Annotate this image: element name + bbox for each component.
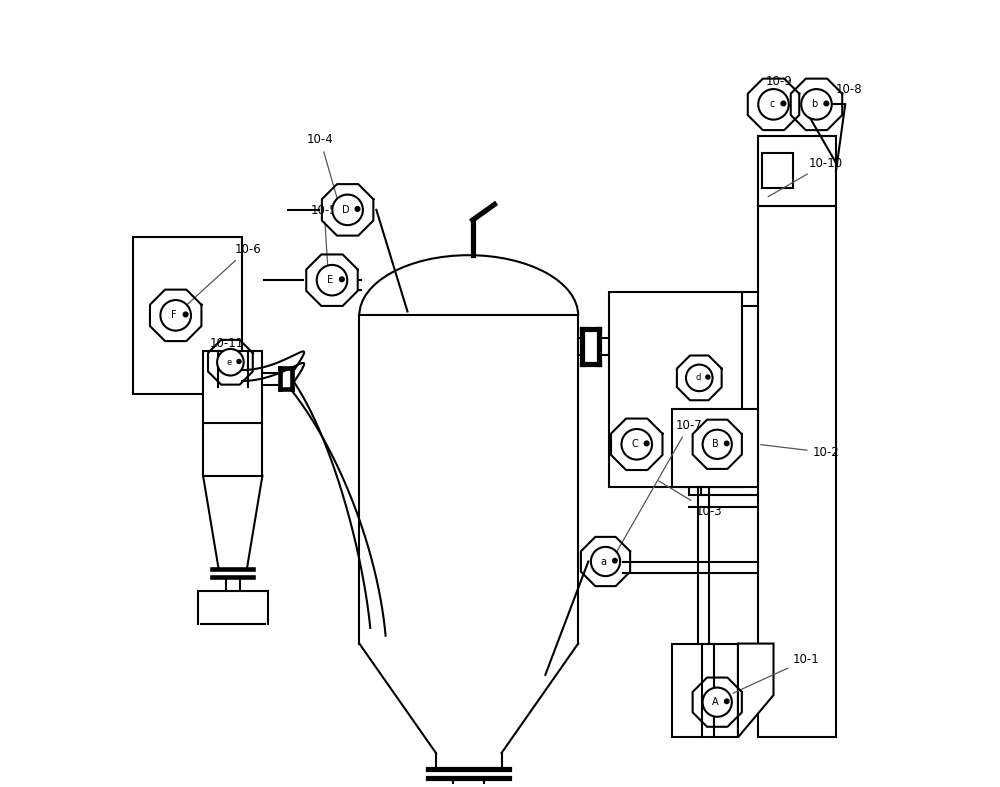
Circle shape (801, 89, 832, 120)
Circle shape (724, 699, 729, 704)
Circle shape (591, 547, 620, 576)
Text: e: e (226, 358, 231, 367)
Circle shape (703, 688, 732, 717)
Bar (758, 135, 836, 206)
Text: 10-3: 10-3 (659, 481, 722, 518)
Circle shape (183, 312, 188, 317)
Text: B: B (712, 439, 719, 449)
Circle shape (317, 265, 347, 295)
Circle shape (340, 277, 344, 282)
Circle shape (703, 430, 732, 459)
Polygon shape (738, 644, 774, 737)
Bar (758, 206, 836, 737)
Circle shape (758, 89, 789, 120)
Bar (672, 644, 738, 737)
Bar (762, 153, 793, 188)
Text: 10-9: 10-9 (766, 75, 792, 94)
Circle shape (355, 207, 360, 211)
Circle shape (706, 375, 710, 379)
Text: F: F (171, 310, 177, 320)
Text: d: d (695, 373, 700, 382)
Text: 10-10: 10-10 (768, 157, 843, 197)
Circle shape (724, 442, 729, 445)
Text: E: E (327, 275, 333, 285)
Bar (609, 292, 742, 487)
Circle shape (613, 559, 617, 563)
Circle shape (686, 364, 713, 391)
Circle shape (332, 194, 363, 225)
Circle shape (644, 441, 649, 445)
Text: c: c (769, 99, 774, 109)
Bar (672, 409, 758, 487)
Text: b: b (812, 99, 818, 109)
Bar (203, 350, 262, 475)
Bar (133, 237, 242, 394)
Text: 10-6: 10-6 (182, 243, 261, 309)
Text: 10-7: 10-7 (617, 419, 703, 551)
Text: 10-5: 10-5 (311, 204, 338, 270)
Text: D: D (342, 205, 350, 215)
Circle shape (781, 102, 786, 105)
Circle shape (621, 429, 652, 460)
Circle shape (160, 300, 191, 331)
Circle shape (824, 102, 829, 105)
Text: 10-11: 10-11 (209, 337, 244, 356)
Text: a: a (601, 556, 607, 567)
Text: C: C (632, 439, 638, 449)
Text: A: A (712, 697, 719, 708)
Circle shape (237, 360, 241, 364)
Text: 10-1: 10-1 (733, 653, 820, 693)
Text: 10-4: 10-4 (307, 134, 337, 199)
Text: 10-2: 10-2 (761, 445, 839, 459)
Circle shape (217, 349, 244, 375)
Text: 10-8: 10-8 (828, 83, 863, 99)
